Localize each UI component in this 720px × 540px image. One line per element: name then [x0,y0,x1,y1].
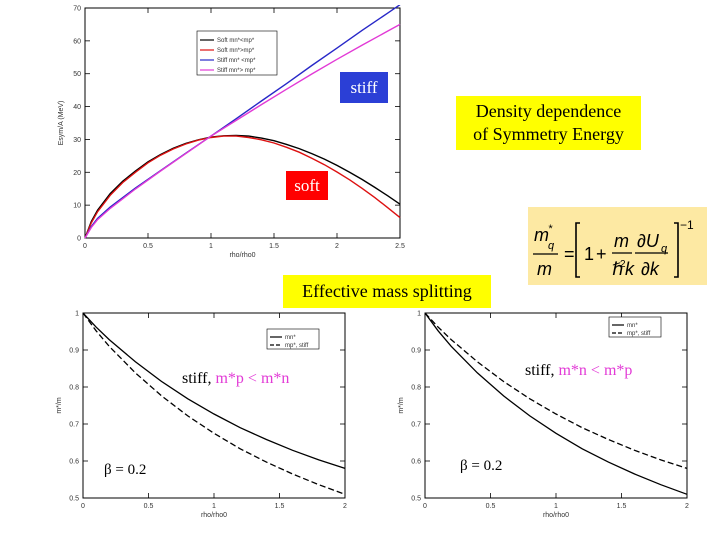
x-tick-label: 1 [554,503,558,510]
legend-entry: mp*, stiff [627,331,651,337]
y-tick-label: 50 [73,71,81,78]
y-tick-label: 30 [73,137,81,144]
x-tick-label: 0 [423,503,427,510]
y-tick-label: 0.6 [69,459,79,466]
y-tick-label: 0.9 [411,348,421,355]
y-tick-label: 0.7 [411,422,421,429]
x-tick-label: 0.5 [143,243,153,250]
left-relation-text: m*p < m*n [215,370,290,387]
symmetry-energy-title-box: Density dependence of Symmetry Energy [456,96,641,150]
x-tick-label: 1 [209,243,213,250]
y-tick-label: 0.6 [411,459,421,466]
series-line-0 [82,312,346,470]
title-line-2: of Symmetry Energy [473,124,624,144]
x-tick-label: 2 [335,243,339,250]
x-axis-label: rho/rho0 [543,512,569,519]
beta-label-left: β = 0.2 [104,462,147,478]
legend-entry: mn* [627,323,638,329]
x-axis-label: rho/rho0 [229,252,255,259]
y-tick-label: 0.8 [69,385,79,392]
beta-label-right: β = 0.2 [460,458,503,474]
left-relation-label: stiff, m*p < m*n [182,370,289,388]
y-tick-label: 1 [75,311,79,318]
y-axis-label: Esym/A (MeV) [58,101,65,146]
series-line-0 [84,134,401,239]
symmetry-energy-chart: 0 0.5 1 1.5 2 2.5 0 10 20 30 40 50 60 70 rho/rho0 Esym/… [58,5,405,259]
y-tick-label: 0.7 [69,422,79,429]
x-tick-label: 2.5 [395,243,405,250]
effective-mass-formula: m * q m = 1 + m ℏ 2 k ∂U q ∂k −1 [528,207,707,285]
svg-text:∂k: ∂k [641,259,660,279]
svg-text:+: + [596,244,607,264]
plot-frame [84,7,401,239]
svg-text:*: * [548,223,553,235]
x-tick-label: 0 [83,243,87,250]
svg-text:1: 1 [584,244,594,264]
y-tick-label: 60 [73,38,81,45]
legend-entry: Stiff mn* <mp* [217,58,256,64]
svg-text:m: m [534,225,549,245]
y-tick-label: 10 [73,203,81,210]
svg-text:−1: −1 [680,218,694,232]
x-tick-label: 1.5 [617,503,627,510]
svg-text:=: = [564,244,575,264]
x-tick-label: 1 [212,503,216,510]
legend-box [608,316,662,338]
y-tick-label: 0 [77,236,81,243]
legend-entry: Stiff mn*> mp* [217,68,256,74]
legend-entry: mp*, stiff [285,343,309,349]
x-tick-label: 0 [81,503,85,510]
title-line-1: Density dependence [475,101,622,121]
x-tick-label: 1.5 [269,243,279,250]
y-tick-label: 20 [73,170,81,177]
effective-mass-title-box: Effective mass splitting [283,275,491,308]
svg-text:ℏ: ℏ [612,259,623,279]
legend-entry: Soft mn*<mp* [217,38,255,44]
y-tick-label: 70 [73,6,81,13]
x-tick-label: 0.5 [486,503,496,510]
right-relation-text: m*n < m*p [558,362,633,379]
legend-box [266,328,320,350]
y-tick-label: 0.5 [411,496,421,503]
series-line-0 [424,312,688,495]
y-tick-label: 0.8 [411,385,421,392]
svg-text:q: q [661,243,668,255]
y-axis-label: m*/m [398,397,405,414]
formula-graphic: m * q m = 1 + m ℏ 2 k ∂U q ∂k −1 [533,218,694,279]
x-tick-label: 2 [685,503,689,510]
y-tick-label: 0.5 [69,496,79,503]
stiff-label: stiff [340,72,388,103]
y-axis-label: m*/m [56,397,63,414]
legend-entry: mn* [285,335,296,341]
svg-text:m: m [614,231,629,251]
legend-entry: Soft mn*>mp* [217,48,255,54]
svg-text:m: m [537,259,552,279]
series-line-3 [84,23,401,239]
x-axis-label: rho/rho0 [201,512,227,519]
svg-text:2: 2 [620,259,626,270]
x-tick-label: 1.5 [275,503,285,510]
x-tick-label: 0.5 [144,503,154,510]
svg-text:q: q [548,240,555,252]
right-relation-label: stiff, m*n < m*p [525,362,632,380]
series-line-2 [84,5,401,239]
svg-text:k: k [625,259,635,279]
y-tick-label: 1 [417,311,421,318]
svg-text:∂U: ∂U [637,231,660,251]
effective-mass-chart-left: 0 0.5 1 1.5 20.50.60.70.80.91rho/rho0m*/mmn*… [56,311,347,520]
legend-box [196,30,278,76]
series-line-1 [82,312,346,495]
series-line-1 [424,312,688,470]
effective-mass-chart-right: 0 0.5 1 1.5 20.50.60.70.80.91rho/rho0m*/mmn*… [398,311,689,520]
y-tick-label: 40 [73,104,81,111]
right-relation-prefix: stiff, [525,362,559,379]
x-tick-label: 2 [343,503,347,510]
left-relation-prefix: stiff, [182,370,216,387]
series-line-1 [84,135,401,239]
y-tick-label: 0.9 [69,348,79,355]
soft-label: soft [286,171,328,200]
